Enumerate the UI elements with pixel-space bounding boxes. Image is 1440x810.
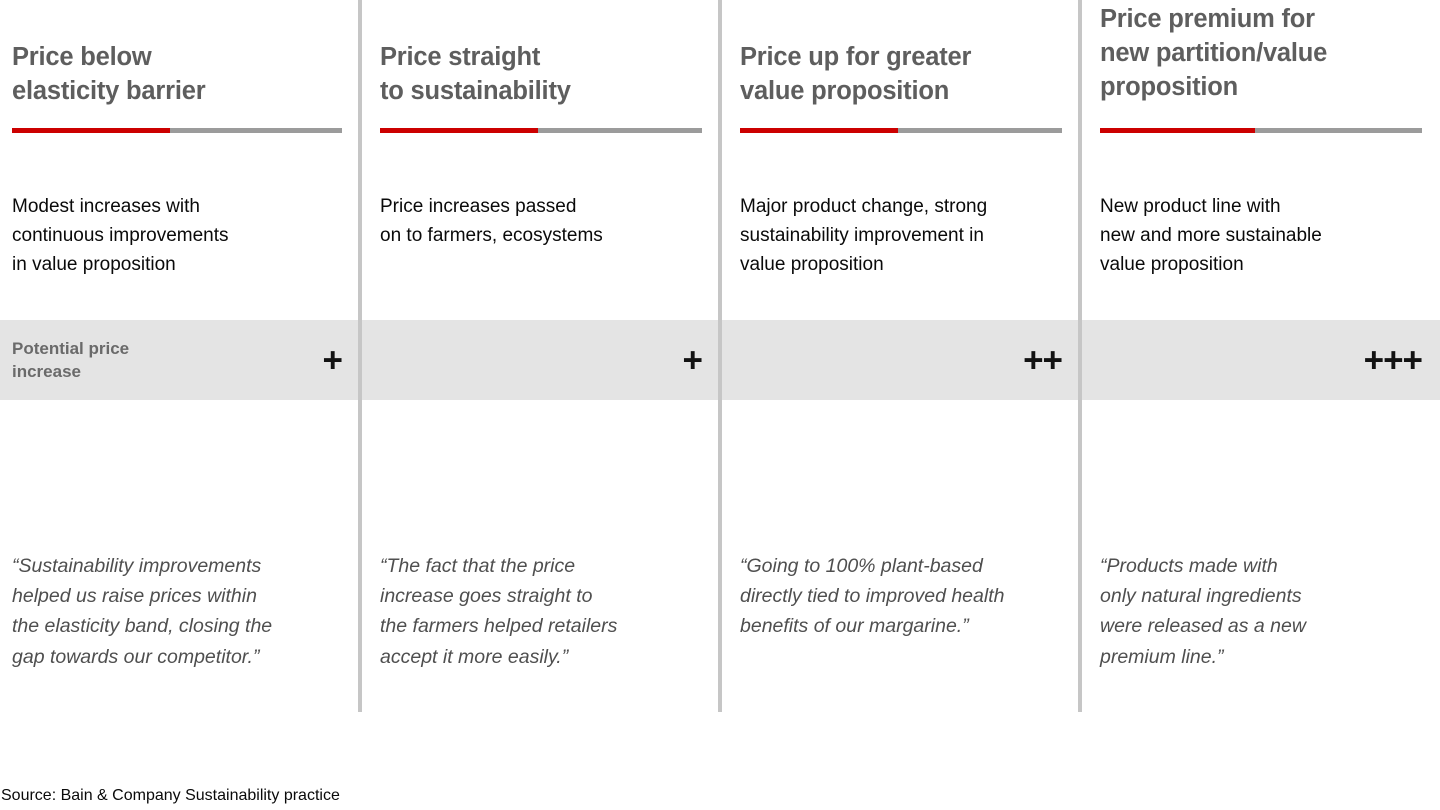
column-quote: “The fact that the price increase goes st… xyxy=(380,555,618,668)
column-title: Price up for greater value proposition xyxy=(740,43,972,105)
column-description: Price increases passed on to farmers, eco… xyxy=(380,196,603,246)
price-increase-rating: + xyxy=(682,340,703,380)
accent-rule-red xyxy=(380,128,538,133)
column-quote: “Products made with only natural ingredie… xyxy=(1100,555,1306,668)
source-note: Source: Bain & Company Sustainability pr… xyxy=(1,787,340,804)
band-cell-column-3: ++ xyxy=(720,320,1080,400)
comparison-columns: Price below elasticity barrier Modest inc… xyxy=(0,0,1440,712)
title-underline-rule xyxy=(740,128,1062,133)
potential-price-increase-row: Potential price increase + + ++ +++ xyxy=(0,320,1440,400)
accent-rule-red xyxy=(12,128,170,133)
column-title: Price premium for new partition/value prop… xyxy=(1100,5,1328,101)
title-underline-rule xyxy=(12,128,342,133)
title-underline-rule xyxy=(1100,128,1422,133)
accent-rule-red xyxy=(740,128,898,133)
band-cell-column-2: + xyxy=(360,320,720,400)
price-increase-rating: ++ xyxy=(1023,340,1063,380)
column-title: Price below elasticity barrier xyxy=(12,43,206,105)
column-title: Price straight to sustainability xyxy=(380,43,571,105)
band-cell-column-4: +++ xyxy=(1080,320,1440,400)
band-row-label: Potential price increase xyxy=(12,338,130,381)
column-description: Major product change, strong sustainabili… xyxy=(740,196,988,275)
band-cell-column-1: Potential price increase + xyxy=(0,320,360,400)
column-description: New product line with new and more sustai… xyxy=(1100,196,1322,275)
title-underline-rule xyxy=(380,128,702,133)
column-description: Modest increases with continuous improvem… xyxy=(12,196,229,275)
column-divider-2 xyxy=(718,0,720,712)
price-increase-rating: +++ xyxy=(1363,340,1423,380)
column-divider-1 xyxy=(358,0,360,712)
column-divider-3 xyxy=(1078,0,1080,712)
column-price-premium-for-new-partition-value-proposition: Price premium for new partition/value prop… xyxy=(1080,0,1440,712)
column-price-up-for-greater-value-proposition: Price up for greater value proposition Ma… xyxy=(720,0,1080,712)
column-quote: “Sustainability improvements helped us ra… xyxy=(12,555,273,668)
column-price-straight-to-sustainability: Price straight to sustainability Price in… xyxy=(360,0,720,712)
column-quote: “Going to 100% plant-based directly tied … xyxy=(740,555,1005,638)
column-price-below-elasticity-barrier: Price below elasticity barrier Modest inc… xyxy=(0,0,360,712)
price-increase-rating: + xyxy=(322,340,343,380)
accent-rule-red xyxy=(1100,128,1255,133)
